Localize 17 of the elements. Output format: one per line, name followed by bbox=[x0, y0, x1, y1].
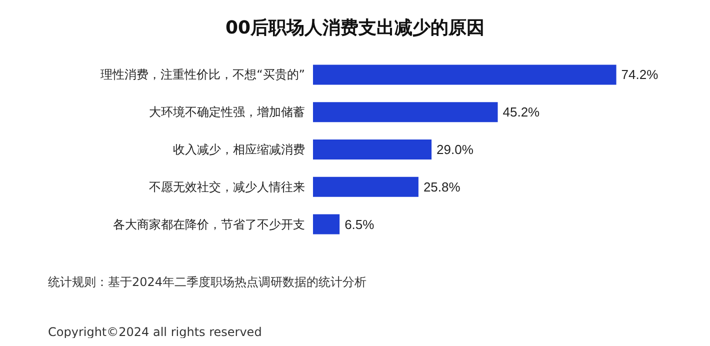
bar bbox=[313, 214, 340, 234]
y-tick-label: 各大商家都在降价，节省了不少开支 bbox=[113, 217, 305, 232]
y-tick-label: 不愿无效社交，减少人情往来 bbox=[149, 180, 305, 194]
y-tick-label: 收入减少，相应缩减消费 bbox=[173, 142, 305, 156]
y-tick-label: 大环境不确定性强，增加储蓄 bbox=[149, 105, 305, 120]
bar bbox=[313, 140, 432, 160]
bar bbox=[313, 102, 498, 122]
bar bbox=[313, 64, 616, 85]
data-label: 45.2% bbox=[502, 104, 540, 120]
chart-title: 00后职场人消费支出减少的原因 bbox=[225, 18, 485, 38]
text: 统计规则：基于2024年二季度职场热点调研数据的统计分析 bbox=[48, 275, 367, 289]
y-tick-label: 理性消费，注重性价比，不想“买贵的” bbox=[100, 68, 305, 82]
data-label: 29.0% bbox=[436, 142, 474, 157]
data-label: 74.2% bbox=[621, 67, 659, 82]
bar bbox=[313, 176, 418, 197]
data-label: 25.8% bbox=[423, 179, 461, 194]
data-label: 6.5% bbox=[344, 216, 375, 232]
